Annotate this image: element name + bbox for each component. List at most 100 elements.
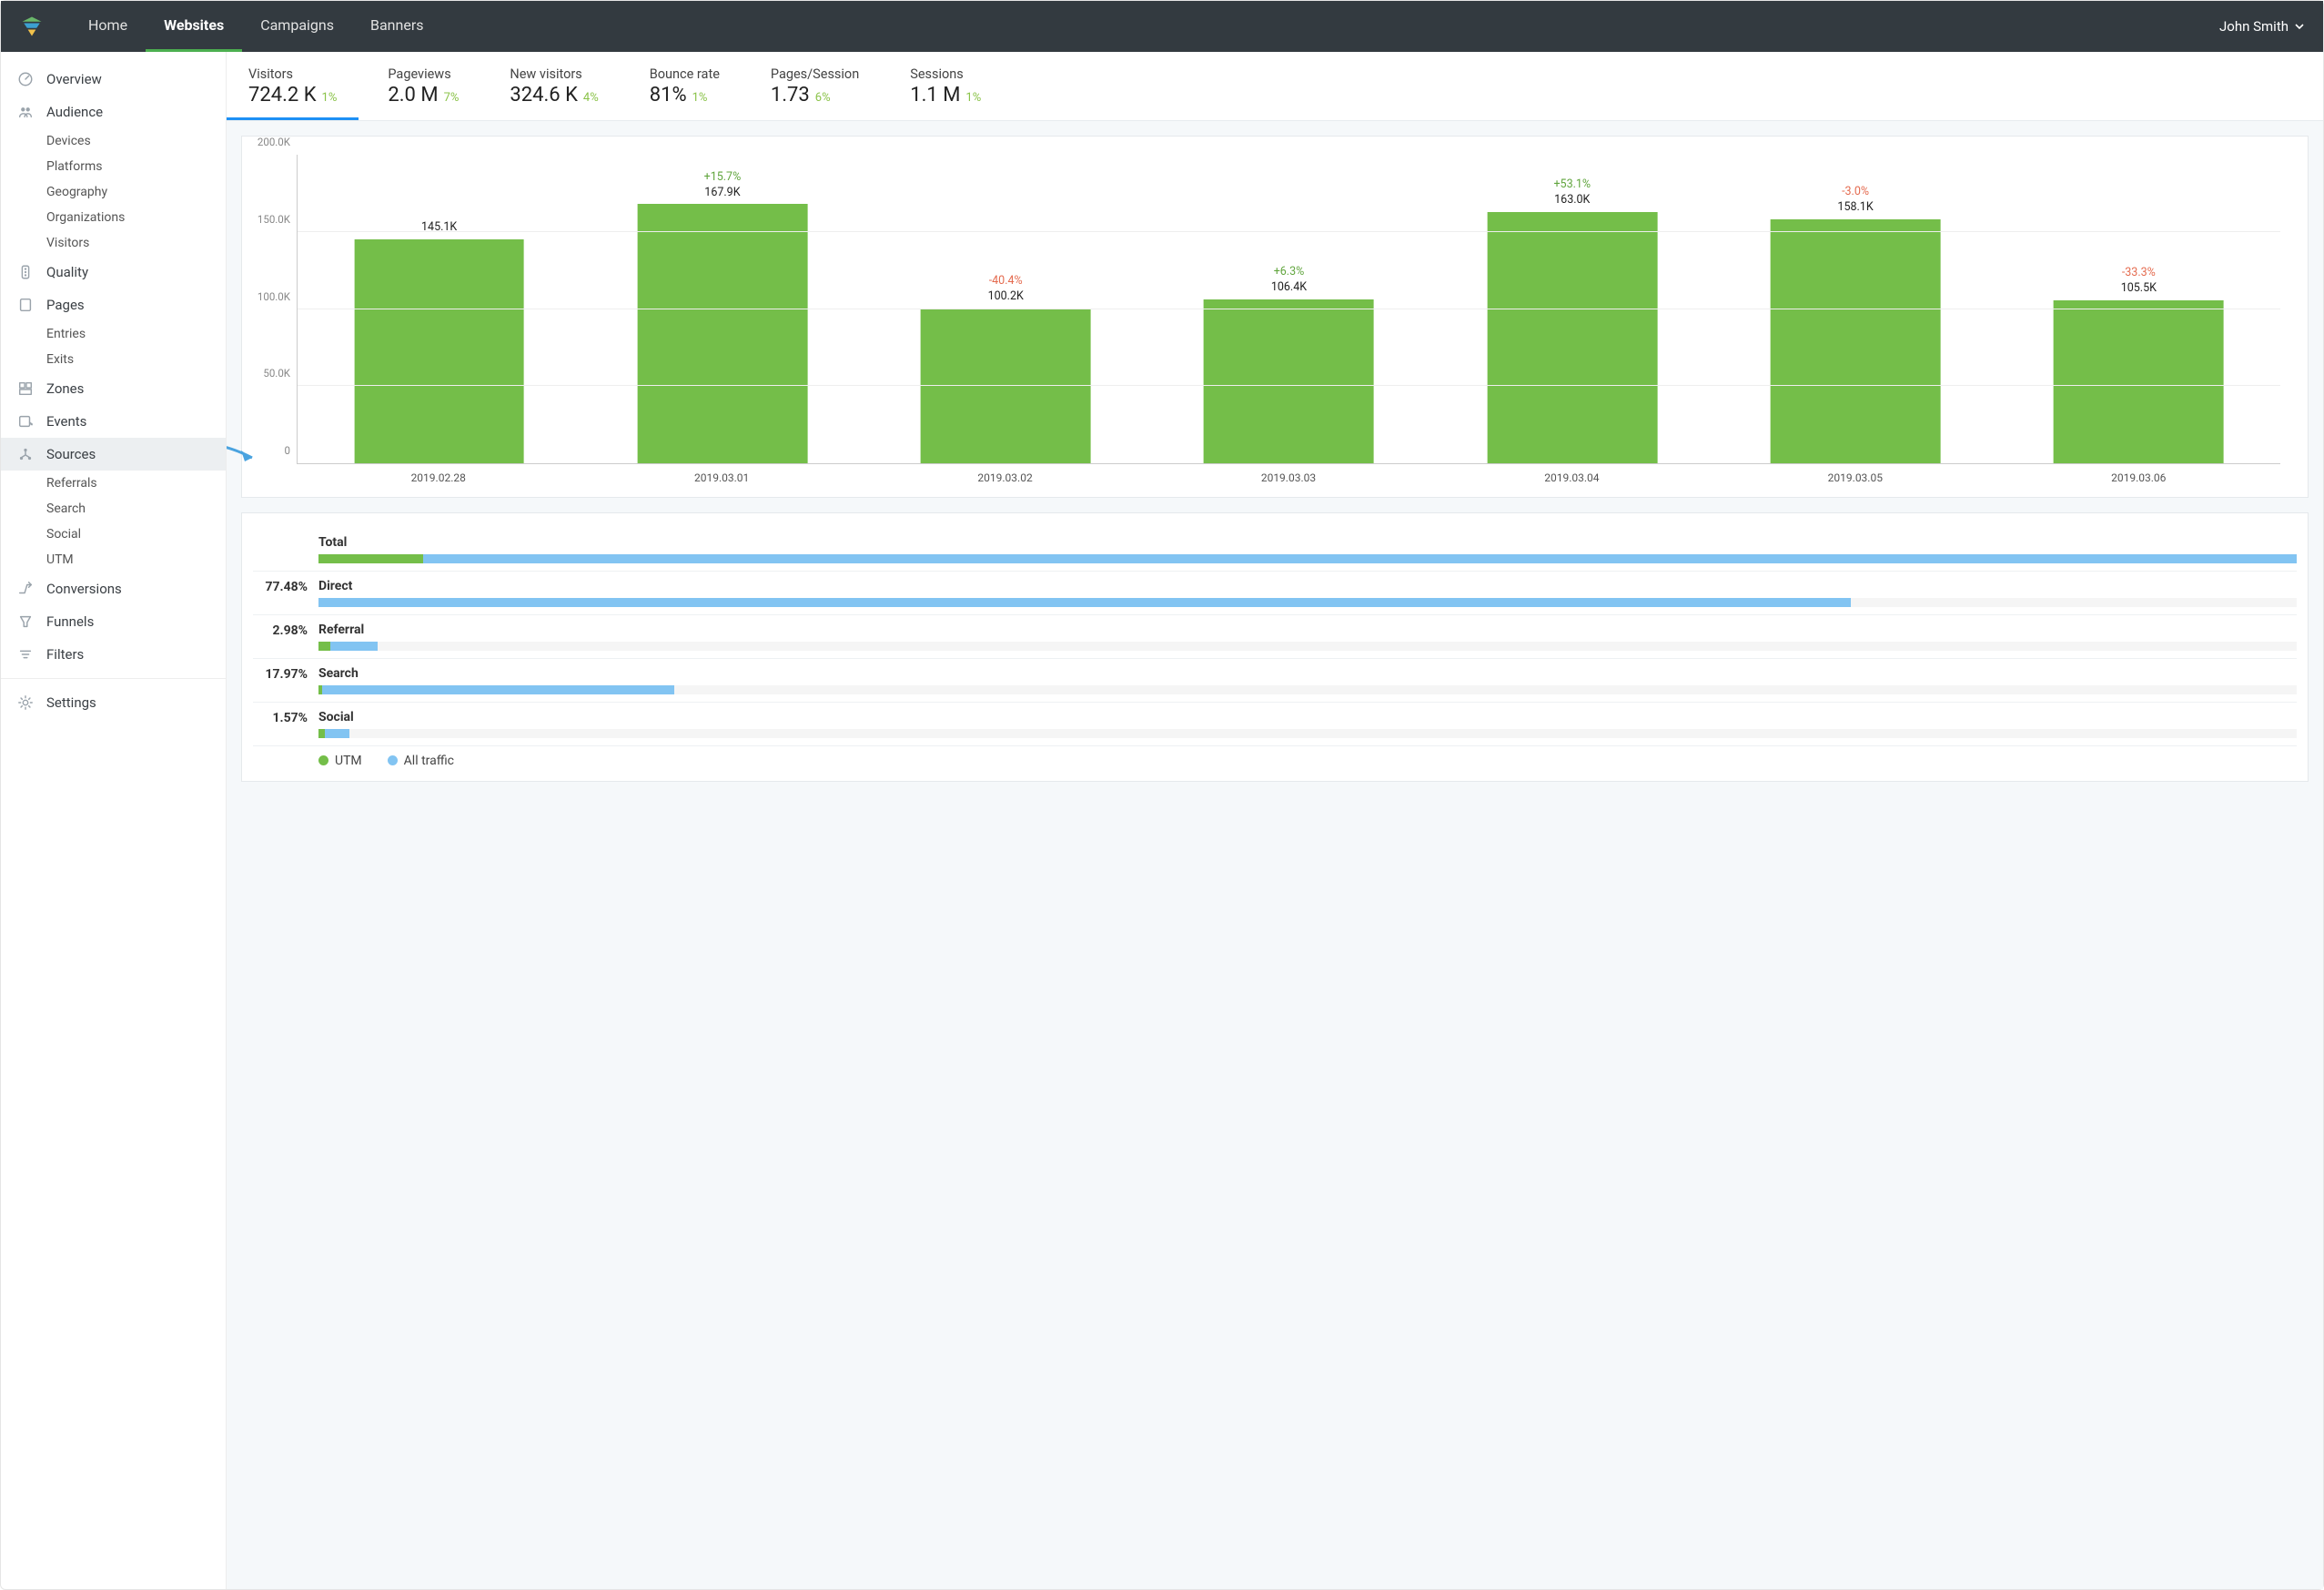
x-tick-label: 2019.03.01 [580,471,863,484]
topnav-item-home[interactable]: Home [70,1,146,52]
kpi-delta: 1% [322,91,338,105]
kpi-sessions[interactable]: Sessions1.1 M1% [888,63,1003,120]
source-bar [318,598,2297,607]
kpi-value: 2.0 M [388,84,438,106]
kpi-label: Pageviews [388,66,459,82]
sidebar-item-filters[interactable]: Filters [1,638,226,671]
page-icon [17,297,34,313]
source-pct: 2.98% [253,623,308,638]
source-row-total[interactable]: Total [253,528,2297,572]
conversions-icon [17,581,34,597]
sidebar-item-label: Conversions [46,581,122,597]
bar[interactable] [2054,300,2224,463]
kpi-value: 324.6 K [510,84,578,106]
gauge-icon [17,71,34,87]
bar[interactable] [354,239,524,463]
bar[interactable] [1771,219,1941,463]
source-label: Search [318,666,2297,681]
sidebar-subitem-platforms[interactable]: Platforms [1,154,226,179]
kpi-value: 1.1 M [910,84,960,106]
traffic-light-icon [17,264,34,280]
app-logo-icon [19,14,45,39]
bar-column: 145.1K [298,155,581,463]
sidebar-item-zones[interactable]: Zones [1,372,226,405]
sidebar-item-label: Zones [46,380,84,397]
sidebar-item-label: Settings [46,694,96,711]
topnav-item-banners[interactable]: Banners [352,1,442,52]
sidebar-subitem-entries[interactable]: Entries [1,321,226,347]
source-bar [318,729,2297,738]
source-row-social[interactable]: 1.57%Social [253,703,2297,746]
bar-annotation: +15.7%167.9K [704,170,742,201]
x-tick-label: 2019.03.04 [1430,471,1713,484]
y-tick-label: 100.0K [258,290,298,303]
y-tick-label: 50.0K [263,367,298,380]
sidebar-separator [1,678,226,679]
source-bar [318,642,2297,651]
kpi-label: New visitors [510,66,598,82]
user-name: John Smith [2219,18,2289,35]
events-icon [17,413,34,430]
sidebar-subitem-devices[interactable]: Devices [1,128,226,154]
bar[interactable] [1487,212,1657,463]
sidebar-item-quality[interactable]: Quality [1,256,226,289]
gear-icon [17,694,34,711]
sidebar-subitem-utm[interactable]: UTM [1,547,226,572]
sidebar-subitem-search[interactable]: Search [1,496,226,522]
kpi-new-visitors[interactable]: New visitors 324.6 K 4% [488,63,620,120]
source-row-search[interactable]: 17.97% Search [253,659,2297,703]
bar-annotation: +53.1%163.0K [1553,177,1591,208]
filter-icon [17,646,34,663]
kpi-label: Bounce rate [650,66,720,82]
source-pct: 17.97% [253,666,308,682]
source-row-referral[interactable]: 2.98%Referral [253,615,2297,659]
sidebar-item-label: Audience [46,104,103,120]
sidebar-item-settings[interactable]: Settings [1,686,226,719]
barchart-panel: 145.1K+15.7%167.9K-40.4%100.2K+6.3%106.4… [241,136,2309,498]
sidebar-item-events[interactable]: Events [1,405,226,438]
sources-breakdown-panel: Total77.48%Direct2.98%Referral 17.97% Sear… [241,512,2309,782]
sidebar-item-conversions[interactable]: Conversions [1,572,226,605]
kpi-label: Visitors [248,66,337,82]
kpi-delta: 4% [583,91,599,105]
sidebar-item-overview[interactable]: Overview [1,63,226,96]
bar-annotation: -3.0%158.1K [1837,185,1873,216]
topnav-item-campaigns[interactable]: Campaigns [242,1,352,52]
y-tick-label: 150.0K [258,213,298,226]
sidebar-subitem-social[interactable]: Social [1,522,226,547]
x-tick-label: 2019.03.02 [864,471,1147,484]
sidebar-item-audience[interactable]: Audience [1,96,226,128]
sidebar-item-funnels[interactable]: Funnels [1,605,226,638]
kpi-pageviews[interactable]: Pageviews2.0 M7% [366,63,480,120]
kpi-pages-session[interactable]: Pages/Session1.736% [749,63,881,120]
sidebar-subitem-geography[interactable]: Geography [1,179,226,205]
people-icon [17,104,34,120]
source-label: Direct [318,579,2297,593]
kpi-strip: Visitors724.2 K1%Pageviews2.0 M7%New vis… [227,52,2323,121]
main-content: Visitors724.2 K1%Pageviews2.0 M7%New vis… [227,52,2323,1589]
sidebar-item-label: Quality [46,264,88,280]
kpi-bounce-rate[interactable]: Bounce rate81%1% [628,63,742,120]
sidebar-subitem-exits[interactable]: Exits [1,347,226,372]
bar[interactable] [638,204,808,463]
bar[interactable] [1204,299,1374,463]
bar-annotation: -40.4%100.2K [988,274,1024,305]
source-row-direct[interactable]: 77.48%Direct [253,572,2297,615]
sidebar-item-pages[interactable]: Pages [1,289,226,321]
sidebar-subitem-referrals[interactable]: Referrals [1,471,226,496]
sidebar-item-sources[interactable]: Sources [1,438,226,471]
user-menu[interactable]: John Smith [2219,18,2305,35]
sidebar-subitem-organizations[interactable]: Organizations [1,205,226,230]
kpi-visitors[interactable]: Visitors724.2 K1% [227,63,359,120]
x-tick-label: 2019.03.06 [1997,471,2280,484]
bar-annotation: -33.3%105.5K [2121,266,2157,297]
kpi-delta: 1% [965,91,981,105]
kpi-delta: 1% [692,91,708,105]
topnav-item-websites[interactable]: Websites [146,1,242,52]
sidebar-subitem-visitors[interactable]: Visitors [1,230,226,256]
kpi-label: Pages/Session [771,66,859,82]
bar-column: -40.4%100.2K [864,155,1147,463]
bar-column: -33.3%105.5K [1997,155,2280,463]
sidebar-item-label: Pages [46,297,85,313]
source-pct: 1.57% [253,710,308,725]
